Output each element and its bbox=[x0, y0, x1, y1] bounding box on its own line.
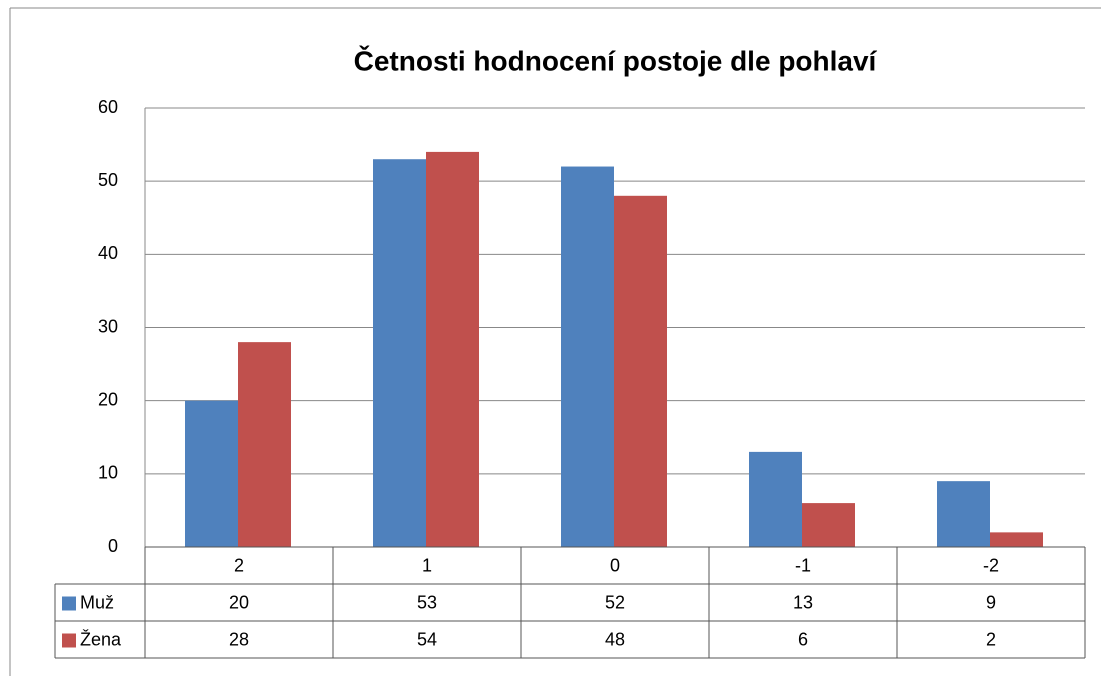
bar bbox=[238, 342, 291, 547]
bar bbox=[937, 481, 990, 547]
bar bbox=[426, 151, 479, 547]
x-tick-label: 1 bbox=[422, 555, 432, 575]
bar bbox=[561, 166, 614, 548]
table-value: 48 bbox=[605, 629, 625, 649]
y-tick-label: 50 bbox=[98, 170, 118, 190]
y-tick-label: 40 bbox=[98, 243, 118, 263]
bar bbox=[185, 400, 238, 547]
bar bbox=[614, 195, 667, 548]
x-tick-label: 2 bbox=[234, 555, 244, 575]
legend-swatch bbox=[62, 596, 76, 611]
bar bbox=[749, 451, 802, 547]
y-tick-label: 60 bbox=[98, 97, 118, 117]
y-tick-label: 20 bbox=[98, 389, 118, 409]
x-tick-label: -1 bbox=[795, 555, 811, 575]
table-value: 9 bbox=[986, 592, 996, 612]
table-value: 20 bbox=[229, 592, 249, 612]
table-value: 54 bbox=[417, 629, 437, 649]
y-tick-label: 0 bbox=[108, 536, 118, 556]
table-value: 13 bbox=[793, 592, 813, 612]
legend-label: Žena bbox=[80, 629, 122, 649]
legend-label: Muž bbox=[80, 592, 114, 612]
table-value: 6 bbox=[798, 629, 808, 649]
y-tick-label: 10 bbox=[98, 463, 118, 483]
bar bbox=[802, 503, 855, 547]
table-value: 53 bbox=[417, 592, 437, 612]
table-value: 52 bbox=[605, 592, 625, 612]
chart-title: Četnosti hodnocení postoje dle pohlaví bbox=[354, 44, 878, 76]
bar bbox=[373, 159, 426, 547]
bar bbox=[990, 532, 1043, 547]
y-tick-label: 30 bbox=[98, 316, 118, 336]
x-tick-label: -2 bbox=[983, 555, 999, 575]
table-value: 28 bbox=[229, 629, 249, 649]
legend-swatch bbox=[62, 633, 76, 648]
table-value: 2 bbox=[986, 629, 996, 649]
x-tick-label: 0 bbox=[610, 555, 620, 575]
